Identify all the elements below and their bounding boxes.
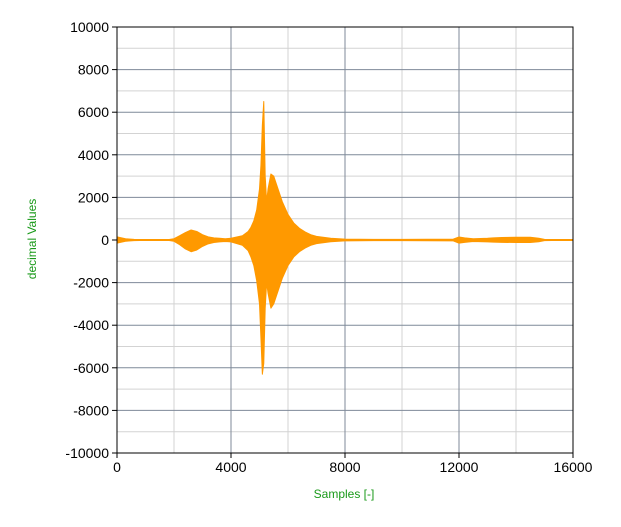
- y-tick-label: 2000: [78, 189, 109, 205]
- y-tick-label: 4000: [78, 147, 109, 163]
- y-tick-label: -10000: [65, 445, 109, 461]
- y-axis: 10000 8000 6000 4000 2000 0 -2000 -4000 -6000 -80…: [65, 19, 117, 461]
- y-tick-label: 10000: [70, 19, 109, 35]
- y-tick-label: 6000: [78, 104, 109, 120]
- x-tick-label: 16000: [554, 459, 593, 475]
- x-tick-label: 0: [113, 459, 121, 475]
- x-axis-title: Samples [-]: [314, 487, 375, 501]
- y-tick-label: -8000: [73, 402, 109, 418]
- x-tick-label: 4000: [215, 459, 246, 475]
- y-axis-title: decimal Values: [25, 199, 39, 279]
- y-tick-label: 0: [101, 232, 109, 248]
- x-axis: 0 4000 8000 12000 16000: [113, 453, 593, 475]
- x-tick-label: 12000: [440, 459, 479, 475]
- x-tick-label: 8000: [329, 459, 360, 475]
- y-tick-label: -6000: [73, 360, 109, 376]
- y-tick-label: -4000: [73, 317, 109, 333]
- y-tick-label: 8000: [78, 62, 109, 78]
- y-tick-label: -2000: [73, 275, 109, 291]
